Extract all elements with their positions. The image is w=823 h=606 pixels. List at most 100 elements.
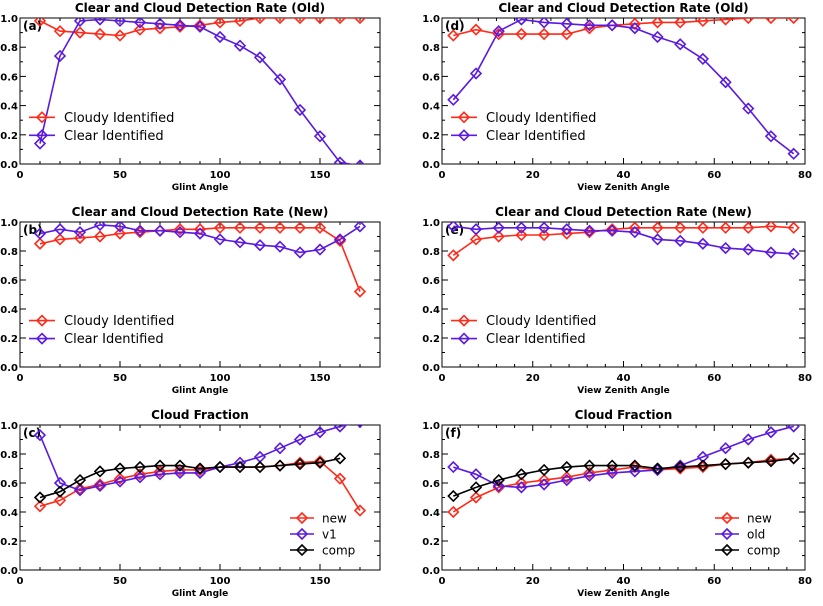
chart-title: Clear and Cloud Detection Rate (New) xyxy=(495,205,752,219)
y-tick-label: 0.4 xyxy=(422,305,440,316)
data-point xyxy=(469,223,483,236)
x-tick-label: 50 xyxy=(113,576,127,587)
legend-label: v1 xyxy=(322,528,337,542)
data-point xyxy=(447,222,460,233)
data-point xyxy=(333,156,347,164)
x-tick-label: 60 xyxy=(707,373,721,384)
x-axis-label: Glint Angle xyxy=(172,386,228,396)
data-point xyxy=(742,433,755,446)
data-point xyxy=(173,459,187,472)
data-point xyxy=(133,18,147,29)
data-point xyxy=(333,425,347,433)
x-axis-label: View Zenith Angle xyxy=(577,386,669,396)
data-point xyxy=(515,468,528,481)
legend-label: Cloudy Identified xyxy=(64,314,174,329)
data-point xyxy=(93,465,107,478)
data-point xyxy=(447,460,460,474)
data-point xyxy=(719,18,732,26)
data-point xyxy=(492,473,505,487)
y-tick-label: 0.4 xyxy=(0,305,18,316)
x-tick-label: 0 xyxy=(17,373,24,384)
data-point xyxy=(273,442,287,455)
data-point xyxy=(333,452,347,465)
data-point xyxy=(153,224,167,237)
x-tick-label: 60 xyxy=(707,576,721,587)
series-line-cloudy-identified xyxy=(452,225,794,256)
data-point xyxy=(113,475,127,488)
y-tick-label: 0.6 xyxy=(422,479,440,490)
legend-label: Clear Identified xyxy=(486,129,586,144)
data-point xyxy=(447,93,460,106)
x-tick-label: 100 xyxy=(210,576,231,587)
data-point xyxy=(742,243,755,256)
data-point xyxy=(73,231,87,245)
data-point xyxy=(273,18,287,25)
legend-label: Clear Identified xyxy=(64,129,164,144)
data-point xyxy=(492,230,505,243)
chart-title: Clear and Cloud Detection Rate (New) xyxy=(72,205,329,219)
x-tick-label: 100 xyxy=(210,373,231,384)
x-tick-label: 0 xyxy=(439,373,446,384)
data-point xyxy=(233,222,247,234)
data-point xyxy=(153,459,167,472)
data-point xyxy=(537,222,551,234)
x-tick-label: 20 xyxy=(526,373,540,384)
data-point xyxy=(93,230,107,243)
data-point xyxy=(469,67,483,80)
y-tick-label: 0.2 xyxy=(0,334,18,345)
data-point xyxy=(787,452,800,465)
data-point xyxy=(696,459,710,472)
y-tick-label: 0.4 xyxy=(0,508,18,519)
data-point xyxy=(696,18,710,28)
data-point xyxy=(113,222,127,233)
data-point xyxy=(253,51,267,64)
data-point xyxy=(742,18,755,25)
data-point xyxy=(193,19,207,32)
y-tick-label: 0.6 xyxy=(422,276,440,287)
plot-area xyxy=(447,425,800,519)
data-point xyxy=(583,459,596,472)
data-point xyxy=(628,459,641,472)
data-point xyxy=(515,27,528,41)
legend-label: Clear Identified xyxy=(64,332,164,347)
data-point xyxy=(193,462,207,475)
data-point xyxy=(353,222,367,233)
data-point xyxy=(560,460,573,474)
data-point xyxy=(651,18,664,29)
legend-marker xyxy=(720,511,734,525)
x-tick-label: 60 xyxy=(707,170,721,181)
x-tick-label: 150 xyxy=(310,576,331,587)
data-point xyxy=(447,489,460,503)
series-line-old xyxy=(453,425,794,489)
legend-label: comp xyxy=(747,544,780,558)
series-line-clear-identified xyxy=(453,225,794,255)
data-point xyxy=(213,18,227,29)
data-point xyxy=(353,285,367,298)
data-point xyxy=(537,478,551,491)
y-tick-label: 0.8 xyxy=(0,247,18,258)
x-tick-label: 40 xyxy=(617,373,631,384)
y-tick-label: 0.8 xyxy=(422,43,440,54)
data-point xyxy=(53,49,67,63)
x-axis-label: Glint Angle xyxy=(172,589,228,599)
data-point xyxy=(113,472,127,485)
panel-label: (d) xyxy=(445,19,465,33)
data-point xyxy=(33,137,47,150)
legend-marker xyxy=(720,543,734,557)
data-point xyxy=(628,465,641,478)
plot-area xyxy=(33,18,367,164)
data-point xyxy=(313,426,327,439)
y-tick-label: 0.0 xyxy=(422,566,440,577)
legend-marker xyxy=(35,314,49,327)
data-point xyxy=(651,222,664,234)
data-point xyxy=(93,478,107,491)
data-point xyxy=(233,236,247,249)
data-point xyxy=(515,222,528,234)
data-point xyxy=(492,25,505,38)
data-point xyxy=(719,241,732,255)
data-point xyxy=(787,425,800,433)
legend-label: Cloudy Identified xyxy=(486,111,596,126)
data-point xyxy=(560,18,573,30)
data-point xyxy=(447,249,460,262)
